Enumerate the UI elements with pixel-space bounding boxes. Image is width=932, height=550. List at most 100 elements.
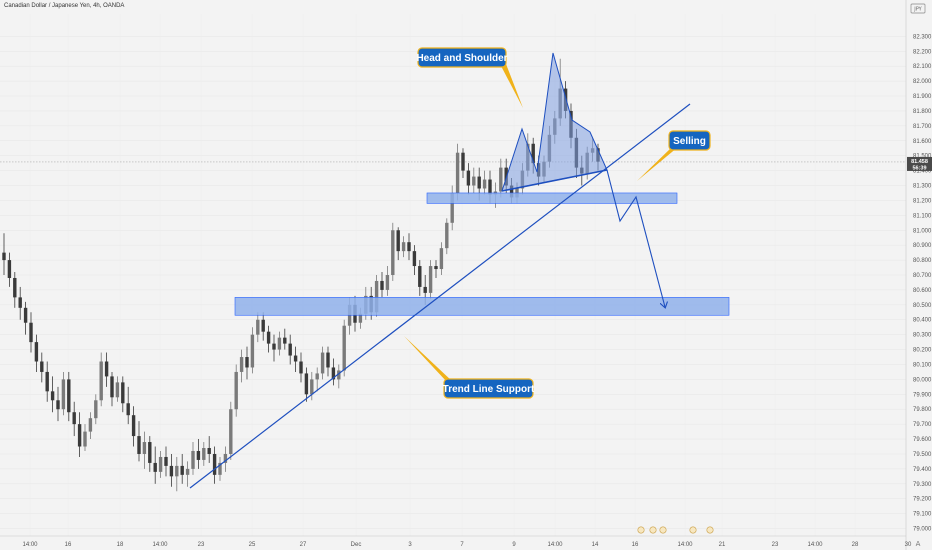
candle	[299, 352, 303, 383]
candle	[434, 260, 438, 278]
candle	[288, 334, 292, 365]
candle	[283, 328, 287, 350]
price-tick-label: 80.200	[913, 348, 932, 354]
candle	[83, 424, 87, 451]
head-shoulder-pattern[interactable]	[501, 52, 608, 192]
price-tick-label: 80.400	[913, 318, 932, 324]
candle	[466, 163, 471, 195]
time-tick-label: 14:00	[807, 542, 823, 548]
head-shoulder-callout-text: Head and Shoulder	[416, 53, 507, 64]
time-tick-label: 14:00	[547, 542, 563, 548]
candle	[7, 252, 12, 287]
price-tick-label: 79.100	[913, 512, 932, 518]
price-tick-label: 79.000	[913, 527, 932, 533]
price-axis[interactable]: 82.300 82.200 82.100 82.000 81.900 81.800 81.7…	[905, 0, 932, 550]
head-shoulder-callout[interactable]: Head and Shoulder	[416, 47, 523, 108]
price-tick-label: 79.800	[913, 407, 932, 413]
time-tick-label: 21	[719, 542, 726, 548]
candle	[239, 349, 244, 383]
selling-callout[interactable]: Selling	[637, 130, 711, 181]
price-tick-label: 81.400	[913, 169, 932, 175]
chart-title: Canadian Dollar / Japanese Yen, 4h, OAND…	[4, 3, 124, 9]
candle	[13, 272, 17, 308]
candle	[455, 143, 460, 201]
event-marker-icon[interactable]	[637, 526, 645, 534]
time-tick-label: 28	[852, 542, 859, 548]
svg-text:A: A	[916, 540, 921, 548]
candle	[18, 286, 22, 320]
price-tick-label: 82.000	[913, 79, 932, 85]
candle	[137, 421, 141, 462]
candle	[175, 456, 179, 492]
trend-support-callout-pointer	[404, 336, 453, 382]
candle	[461, 148, 465, 179]
time-tick-label: 9	[512, 542, 516, 548]
price-tick-label: 81.900	[913, 94, 932, 100]
candle	[250, 327, 255, 374]
candle	[40, 352, 44, 383]
time-tick-label: 25	[249, 542, 256, 548]
candle	[320, 346, 325, 380]
resistance-zone[interactable]	[426, 192, 678, 204]
event-marker-icon[interactable]	[649, 526, 657, 534]
candle	[67, 371, 71, 422]
price-tick-label: 82.300	[913, 34, 932, 40]
candle	[342, 319, 346, 377]
event-marker-icon[interactable]	[659, 526, 667, 534]
settings-icon[interactable]: JPY	[910, 3, 926, 14]
time-tick-label: 14:00	[22, 542, 38, 548]
overlay-layer: Head and Shoulder Selling Trend Line Suppo…	[189, 47, 730, 489]
candle	[126, 386, 130, 425]
candle	[401, 236, 406, 258]
time-tick-label: 14:00	[152, 542, 168, 548]
event-marker-icon[interactable]	[706, 526, 714, 534]
candle	[99, 352, 103, 407]
grid	[0, 14, 909, 536]
trend-support-callout-text: Trend Line Support	[443, 384, 535, 395]
trend-support-callout[interactable]: Trend Line Support	[404, 336, 535, 399]
candle	[104, 352, 109, 387]
candle	[2, 233, 6, 275]
price-tick-label: 80.800	[913, 258, 932, 264]
candle	[439, 242, 444, 275]
candle	[234, 364, 238, 417]
candle	[131, 406, 136, 447]
candle	[196, 439, 201, 469]
price-tick-label: 79.200	[913, 497, 932, 503]
time-axis[interactable]: 14:00 16 18 14:00 23 25 27 Dec 3 7 9 14:00 14 16 14:00…	[0, 526, 912, 548]
price-tick-label: 80.500	[913, 303, 932, 309]
price-tick-label: 81.000	[913, 228, 932, 234]
candle	[185, 461, 190, 487]
event-marker-icon[interactable]	[689, 526, 697, 534]
price-tick-label: 82.200	[913, 49, 932, 55]
candle	[380, 272, 384, 298]
candle	[153, 446, 157, 484]
candle	[29, 312, 33, 353]
candle	[445, 218, 449, 255]
candle	[396, 227, 400, 261]
candle	[293, 346, 298, 372]
price-tick-label: 79.300	[913, 482, 932, 488]
support-zone[interactable]	[234, 297, 730, 316]
candle	[148, 436, 152, 472]
candle	[499, 158, 503, 198]
price-tick-label: 81.700	[913, 124, 932, 130]
candle	[202, 442, 206, 466]
candle	[304, 367, 309, 402]
candle	[266, 325, 271, 353]
candle	[256, 312, 260, 343]
candle	[277, 331, 282, 356]
trend-line[interactable]	[189, 103, 691, 489]
neckline[interactable]	[501, 169, 608, 192]
axis-settings-icon[interactable]: A	[916, 540, 921, 548]
projection-arrow[interactable]	[606, 169, 665, 307]
candle	[310, 371, 314, 401]
candle	[391, 222, 395, 281]
candle	[158, 450, 163, 478]
price-tick-label: 80.300	[913, 333, 932, 339]
candle	[385, 266, 390, 296]
candle	[169, 453, 174, 487]
candle	[331, 358, 336, 386]
